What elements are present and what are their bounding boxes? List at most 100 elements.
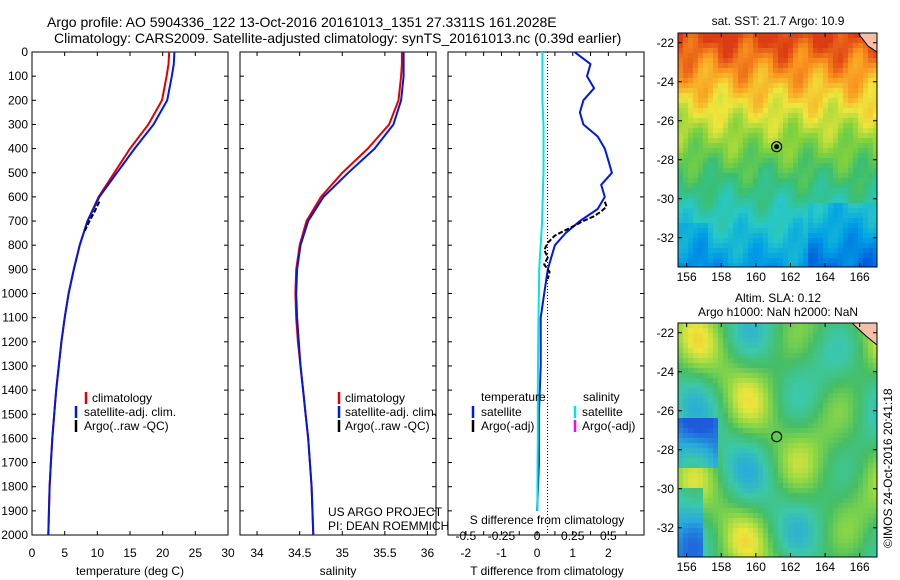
sla-cell — [823, 518, 829, 524]
sla-cell — [803, 488, 809, 494]
sst-cell — [833, 38, 839, 44]
sla-cell — [848, 353, 854, 359]
sst-cell — [723, 103, 729, 109]
sst-cell — [738, 93, 744, 99]
sst-cell — [863, 98, 869, 104]
sla-cell — [773, 498, 779, 504]
sla-cell — [738, 418, 744, 424]
sla-cell — [718, 463, 724, 469]
sla-cell — [688, 353, 694, 359]
sst-cell — [813, 168, 819, 174]
sla-cell — [813, 518, 819, 524]
sst-cell — [753, 38, 759, 44]
sst-cell — [748, 143, 754, 149]
sla-cell — [793, 493, 799, 499]
sst-cell — [693, 58, 699, 64]
sst-cell — [818, 128, 824, 134]
sst-cell — [738, 263, 744, 267]
sst-cell — [678, 48, 684, 54]
sla-cell — [863, 513, 869, 519]
sst-cell — [858, 163, 864, 169]
sst-cell — [708, 178, 714, 184]
sst-cell — [718, 213, 724, 219]
sla-cell — [753, 378, 759, 384]
sst-cell — [828, 123, 834, 129]
sla-cell — [843, 548, 849, 554]
sst-cell — [678, 93, 684, 99]
sst-cell — [853, 103, 859, 109]
sla-cell — [768, 493, 774, 499]
sla-cell — [738, 353, 744, 359]
sla-cell — [698, 428, 704, 434]
sst-cell — [833, 193, 839, 199]
sst-cell — [703, 258, 709, 264]
sst-cell — [868, 133, 874, 139]
sla-cell — [833, 543, 839, 549]
sla-cell — [743, 338, 749, 344]
sst-cell — [778, 213, 784, 219]
sla-cell — [853, 423, 859, 429]
sla-cell — [723, 338, 729, 344]
sst-cell — [853, 83, 859, 89]
sla-cell — [783, 433, 789, 439]
sst-cell — [868, 193, 874, 199]
sst-cell — [733, 133, 739, 139]
sst-cell — [823, 158, 829, 164]
sla-cell — [678, 518, 684, 524]
sla-cell — [678, 328, 684, 334]
sla-cell — [813, 373, 819, 379]
sla-cell — [693, 358, 699, 364]
sla-cell — [788, 448, 794, 454]
sst-cell — [743, 33, 749, 39]
map-y-tick-label: -30 — [657, 192, 675, 206]
sst-cell — [773, 188, 779, 194]
sla-cell — [828, 363, 834, 369]
sst-cell — [693, 193, 699, 199]
sla-cell — [768, 413, 774, 419]
sst-cell — [783, 93, 789, 99]
sst-cell — [683, 93, 689, 99]
sla-cell — [743, 548, 749, 554]
sla-cell — [848, 383, 854, 389]
sst-cell — [683, 218, 689, 224]
sst-cell — [688, 243, 694, 249]
sla-cell — [713, 468, 719, 474]
sla-cell — [778, 368, 784, 374]
sla-cell — [798, 418, 804, 424]
sla-cell — [693, 423, 699, 429]
sst-cell — [803, 148, 809, 154]
sst-cell — [708, 233, 714, 239]
sla-cell — [693, 328, 699, 334]
sla-cell — [778, 523, 784, 529]
sst-cell — [788, 168, 794, 174]
sla-cell — [778, 348, 784, 354]
sla-cell — [813, 383, 819, 389]
sla-cell — [823, 473, 829, 479]
sst-cell — [738, 253, 744, 259]
sst-cell — [773, 153, 779, 159]
sst-cell — [738, 238, 744, 244]
sst-cell — [683, 198, 689, 204]
sst-cell — [868, 158, 874, 164]
sla-cell — [683, 333, 689, 339]
sst-cell — [788, 98, 794, 104]
temperature-series — [47, 51, 176, 536]
sla-cell — [708, 543, 714, 549]
sla-cell — [818, 478, 824, 484]
sla-cell — [763, 433, 769, 439]
sst-cell — [748, 138, 754, 144]
sst-cell — [748, 113, 754, 119]
sst-cell — [818, 168, 824, 174]
sla-cell — [833, 353, 839, 359]
sla-cell — [793, 328, 799, 334]
sst-cell — [678, 163, 684, 169]
sst-cell — [733, 223, 739, 229]
sla-cell — [728, 448, 734, 454]
sst-cell — [713, 133, 719, 139]
sla-cell — [723, 323, 729, 329]
header-line-2: Climatology: CARS2009. Satellite-adjuste… — [54, 30, 621, 46]
sla-cell — [823, 423, 829, 429]
sst-cell — [688, 68, 694, 74]
sst-cell — [758, 108, 764, 114]
sst-cell — [853, 203, 859, 209]
